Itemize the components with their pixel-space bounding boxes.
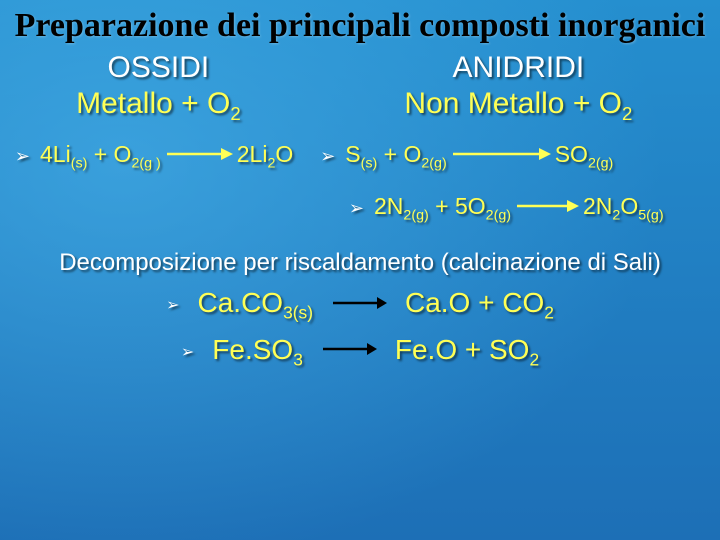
reactions-area: ➢ 4Li(s) + O2(g ) 2Li2O ➢ S(s) + O2(g) S…	[0, 131, 720, 243]
left-subheading: Metallo + O2	[0, 87, 317, 125]
reaction-row-bottom: ➢ 2N2(g) + 5O2(g) 2N2O5(g)	[0, 193, 720, 224]
decomposition-row-1: ➢ Ca.CO3(s) Ca.O + CO2	[0, 287, 720, 324]
arrow-icon	[321, 341, 377, 362]
right-reaction-1-lhs: S(s) + O2(g)	[341, 141, 450, 172]
bullet-icon: ➢	[181, 342, 194, 362]
bullet-icon: ➢	[166, 295, 179, 315]
bullet-icon: ➢	[6, 146, 36, 167]
right-reaction-1-rhs: SO2(g)	[551, 141, 618, 172]
decomposition-label: Decomposizione per riscaldamento (calcin…	[0, 249, 720, 277]
decomposition-row-2: ➢ Fe.SO3 Fe.O + SO2	[0, 334, 720, 371]
reaction-row-top: ➢ 4Li(s) + O2(g ) 2Li2O ➢ S(s) + O2(g) S…	[0, 141, 720, 172]
bullet-icon: ➢	[340, 198, 370, 219]
left-reaction-rhs: 2Li2O	[233, 141, 298, 172]
decomp-1-lhs: Ca.CO3(s)	[198, 287, 313, 324]
decomp-2-lhs: Fe.SO3	[212, 334, 303, 371]
arrow-icon	[331, 295, 387, 316]
right-reaction-2-lhs: 2N2(g) + 5O2(g)	[370, 193, 515, 224]
right-heading: ANIDRIDI	[317, 51, 720, 85]
right-column: ANIDRIDI Non Metallo + O2	[317, 51, 720, 125]
decomp-2-rhs: Fe.O + SO2	[395, 334, 539, 371]
right-reaction-2-rhs: 2N2O5(g)	[579, 193, 668, 224]
columns: OSSIDI Metallo + O2 ANIDRIDI Non Metallo…	[0, 51, 720, 125]
arrow-icon	[451, 145, 551, 168]
arrow-icon	[515, 197, 579, 220]
decomp-1-rhs: Ca.O + CO2	[405, 287, 554, 324]
slide-content: Preparazione dei principali composti ino…	[0, 0, 720, 540]
slide-title: Preparazione dei principali composti ino…	[0, 0, 720, 45]
right-subheading: Non Metallo + O2	[317, 87, 720, 125]
bullet-icon: ➢	[311, 146, 341, 167]
left-heading: OSSIDI	[0, 51, 317, 85]
left-column: OSSIDI Metallo + O2	[0, 51, 317, 125]
arrow-icon	[165, 145, 233, 168]
left-reaction-lhs: 4Li(s) + O2(g )	[36, 141, 165, 172]
